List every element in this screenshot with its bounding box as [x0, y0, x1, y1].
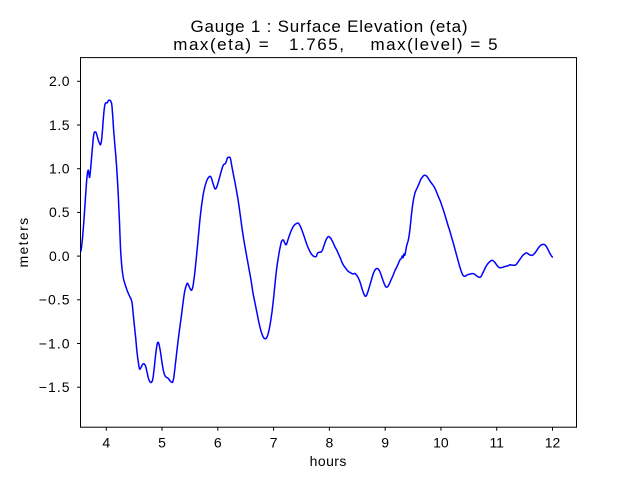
svg-text:1.0: 1.0	[49, 161, 70, 177]
svg-text:hours: hours	[310, 453, 347, 469]
svg-text:1.5: 1.5	[49, 117, 70, 133]
svg-text:11: 11	[489, 435, 504, 451]
svg-text:5: 5	[158, 435, 166, 451]
svg-text:4: 4	[102, 435, 110, 451]
svg-text:12: 12	[545, 435, 561, 451]
svg-text:10: 10	[433, 435, 449, 451]
svg-text:8: 8	[325, 435, 333, 451]
svg-text:9: 9	[381, 435, 389, 451]
svg-text:meters: meters	[15, 218, 31, 268]
svg-text:−1.0: −1.0	[39, 335, 70, 351]
svg-text:6: 6	[214, 435, 222, 451]
svg-text:0.0: 0.0	[49, 248, 70, 264]
svg-text:max(eta) = 1.765, max(lev: max(eta) = 1.765, max(level) = 5	[173, 35, 497, 54]
svg-text:Gauge 1 : Surface Elevation (e: Gauge 1 : Surface Elevation (eta)	[191, 17, 468, 36]
svg-text:2.0: 2.0	[49, 73, 70, 89]
svg-text:−1.5: −1.5	[39, 379, 70, 395]
svg-text:7: 7	[270, 435, 278, 451]
svg-text:0.5: 0.5	[49, 204, 70, 220]
svg-text:−0.5: −0.5	[39, 292, 70, 308]
